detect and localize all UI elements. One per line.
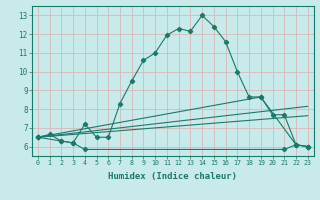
X-axis label: Humidex (Indice chaleur): Humidex (Indice chaleur) xyxy=(108,172,237,181)
